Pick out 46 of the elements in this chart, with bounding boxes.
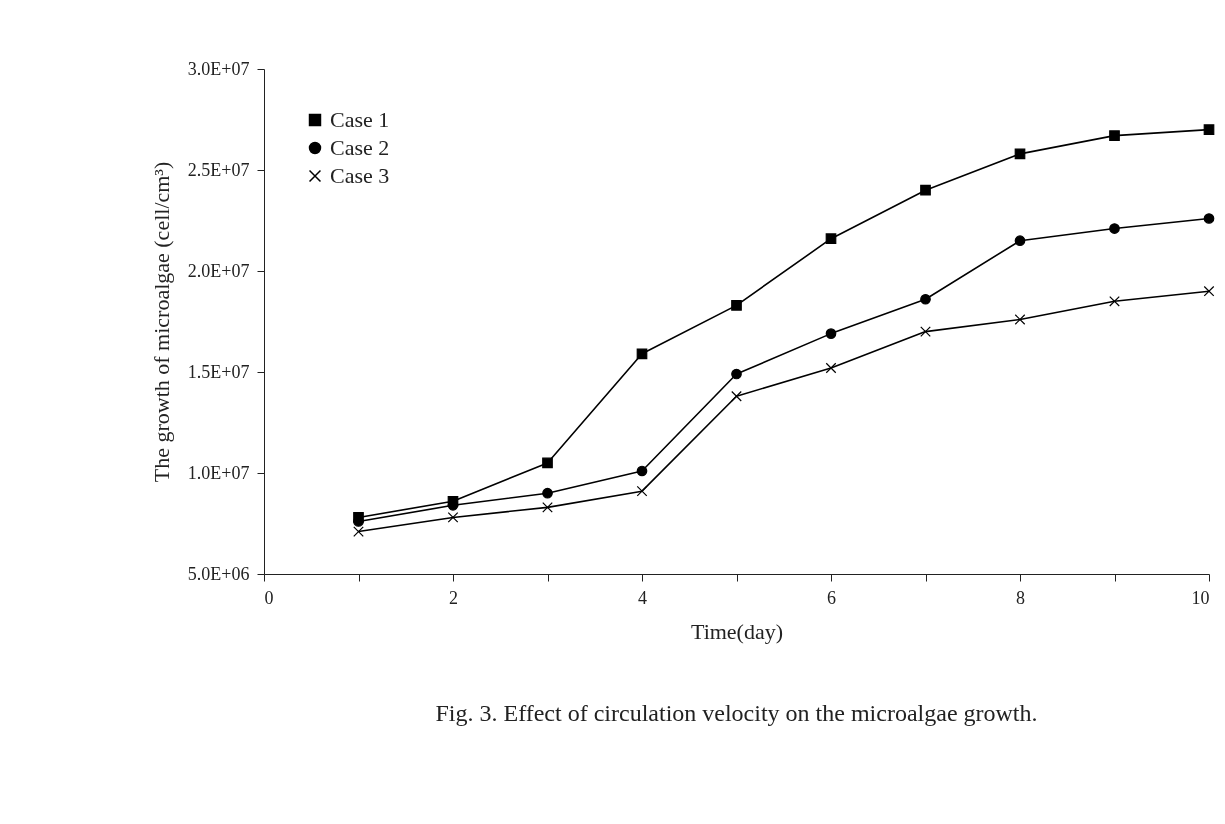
x-tick-label: 6 bbox=[827, 587, 836, 608]
point bbox=[1203, 213, 1215, 224]
point bbox=[1014, 235, 1026, 247]
point bbox=[920, 326, 931, 337]
caption: Fig. 3. Effect of circulation velocity on the microalgae growth. bbox=[435, 700, 1038, 726]
point bbox=[920, 293, 931, 305]
point bbox=[636, 348, 648, 360]
y-tick-label: 3.0E+07 bbox=[187, 58, 250, 79]
legend-label: Case 3 bbox=[330, 163, 390, 188]
y-tick-label: 1.0E+07 bbox=[187, 462, 250, 483]
y-tick-label: 5.0E+06 bbox=[187, 563, 250, 584]
point bbox=[447, 512, 459, 523]
point bbox=[825, 233, 837, 245]
y-tick-label: 2.5E+07 bbox=[187, 159, 250, 180]
point bbox=[731, 300, 742, 311]
point bbox=[1203, 285, 1215, 297]
point bbox=[542, 487, 553, 499]
point bbox=[542, 457, 553, 469]
y-tick-label: 2.0E+07 bbox=[187, 260, 250, 281]
point bbox=[825, 328, 837, 339]
point bbox=[1014, 314, 1026, 325]
x-tick-label: 0 bbox=[264, 587, 274, 608]
y-tick-label: 1.5E+07 bbox=[187, 361, 250, 382]
x-tick-label: 2 bbox=[449, 587, 458, 608]
point bbox=[353, 526, 364, 537]
legend-label: Case 2 bbox=[330, 135, 390, 160]
point bbox=[542, 502, 553, 513]
legend-label: Case 1 bbox=[330, 107, 390, 132]
point bbox=[731, 390, 742, 402]
x-axis-title: Time(day) bbox=[690, 618, 784, 644]
point bbox=[636, 465, 648, 477]
point bbox=[825, 362, 837, 374]
point bbox=[353, 512, 364, 523]
point bbox=[1109, 130, 1120, 141]
y-axis-title: The growth of microalgae (cell/cm³) bbox=[148, 161, 174, 483]
point bbox=[447, 495, 459, 507]
point bbox=[636, 485, 648, 497]
point bbox=[1203, 124, 1215, 135]
x-tick-label: 8 bbox=[1016, 587, 1025, 608]
point bbox=[731, 368, 742, 380]
point bbox=[1109, 295, 1120, 307]
x-tick-label: 4 bbox=[638, 587, 647, 608]
point bbox=[1014, 148, 1026, 160]
point bbox=[920, 184, 931, 196]
x-tick-label: 10 bbox=[1191, 587, 1210, 608]
point bbox=[1109, 223, 1120, 234]
